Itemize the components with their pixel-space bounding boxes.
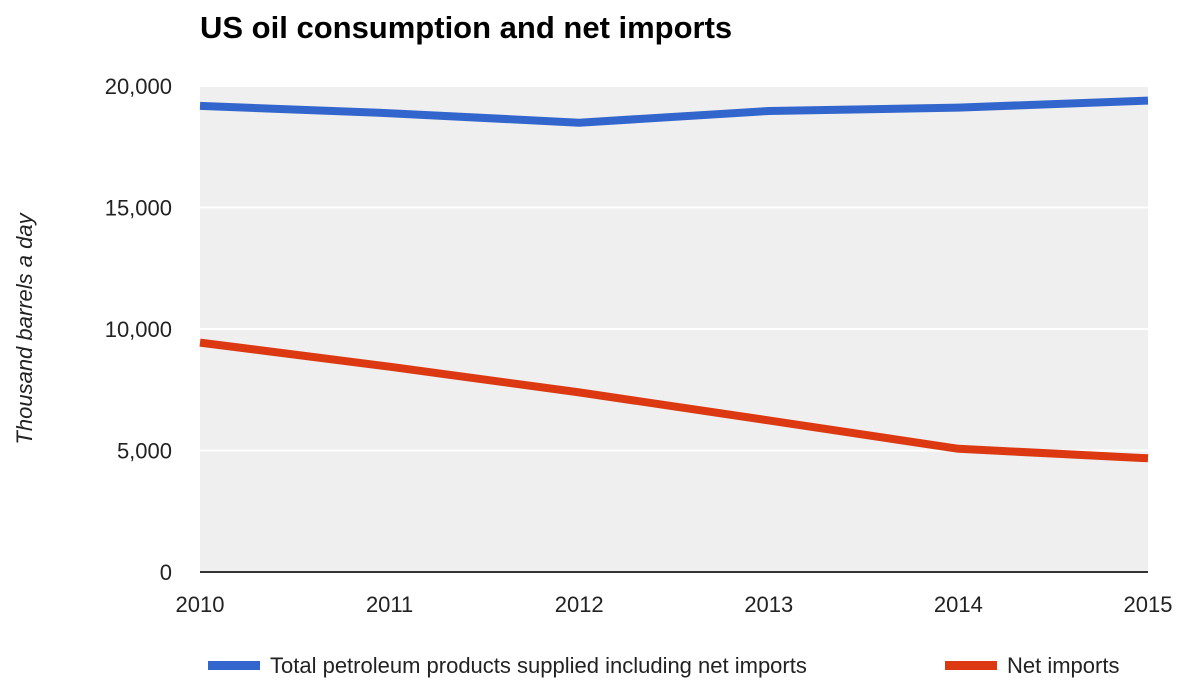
- legend-swatch: [208, 661, 260, 670]
- y-tick-label: 10,000: [105, 317, 172, 342]
- y-tick-label: 20,000: [105, 74, 172, 99]
- legend-swatch: [945, 661, 997, 670]
- legend-label: Net imports: [1007, 653, 1119, 678]
- series-lines: [199, 96, 1149, 463]
- x-tick-label: 2014: [934, 592, 983, 617]
- chart-title: US oil consumption and net imports: [200, 10, 732, 45]
- legend-label: Total petroleum products supplied includ…: [270, 653, 807, 678]
- series-line-2: [199, 338, 1149, 463]
- series-line-1: [199, 96, 1149, 127]
- y-tick-label: 15,000: [105, 196, 172, 221]
- y-tick-label: 0: [160, 560, 172, 585]
- y-tick-label: 5,000: [117, 439, 172, 464]
- x-tick-label: 2015: [1124, 592, 1173, 617]
- x-tick-label: 2011: [366, 592, 413, 617]
- x-tick-label: 2010: [176, 592, 225, 617]
- y-axis-ticks: 0 5,000 10,000 15,000 20,000: [105, 74, 172, 585]
- y-axis-label: Thousand barrels a day: [12, 211, 37, 444]
- x-axis-ticks: 2010 2011 2012 2013 2014 2015: [176, 592, 1173, 617]
- legend: Total petroleum products supplied includ…: [208, 653, 1119, 678]
- x-tick-label: 2013: [744, 592, 793, 617]
- x-tick-label: 2012: [555, 592, 604, 617]
